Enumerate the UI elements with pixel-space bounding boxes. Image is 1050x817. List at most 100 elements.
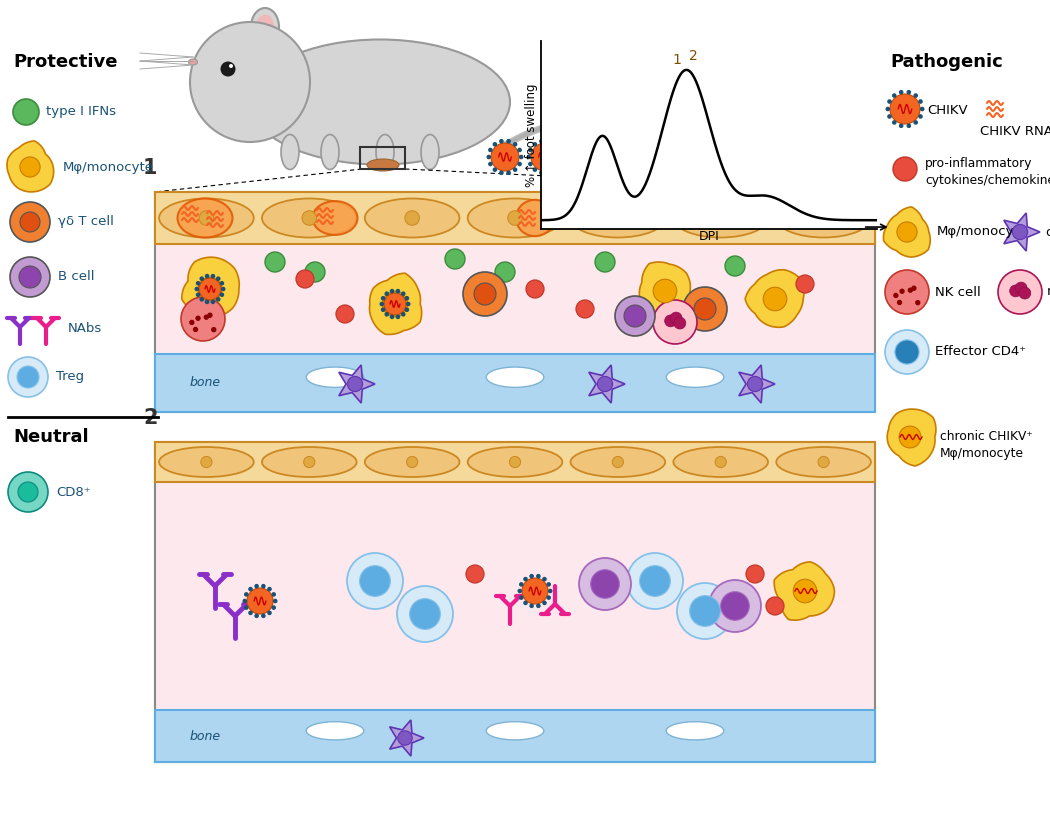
- Circle shape: [900, 289, 904, 293]
- Ellipse shape: [486, 721, 544, 740]
- Circle shape: [529, 149, 532, 152]
- Text: NAbs: NAbs: [68, 323, 102, 336]
- Circle shape: [576, 300, 594, 318]
- Ellipse shape: [261, 199, 357, 238]
- Ellipse shape: [776, 199, 870, 238]
- Y-axis label: % ↑ foot swelling: % ↑ foot swelling: [525, 83, 538, 186]
- Circle shape: [200, 278, 220, 300]
- Circle shape: [537, 574, 540, 578]
- Circle shape: [396, 289, 400, 292]
- Circle shape: [520, 596, 523, 599]
- Ellipse shape: [570, 199, 665, 238]
- Circle shape: [304, 262, 326, 282]
- Text: B cell: B cell: [58, 270, 94, 283]
- Polygon shape: [370, 273, 422, 334]
- Circle shape: [900, 91, 903, 94]
- Ellipse shape: [251, 8, 279, 46]
- Circle shape: [888, 115, 891, 118]
- Circle shape: [489, 163, 492, 166]
- Text: 2: 2: [143, 408, 158, 428]
- Circle shape: [396, 315, 400, 319]
- Circle shape: [612, 457, 624, 467]
- Text: γδ T cell: γδ T cell: [58, 216, 113, 229]
- Circle shape: [540, 172, 543, 174]
- Circle shape: [520, 155, 523, 158]
- Circle shape: [201, 297, 204, 301]
- Circle shape: [624, 305, 646, 327]
- Circle shape: [763, 288, 786, 310]
- Text: Protective: Protective: [13, 53, 118, 71]
- Circle shape: [560, 155, 563, 158]
- Circle shape: [220, 293, 224, 297]
- Circle shape: [195, 288, 198, 291]
- Text: 2: 2: [690, 49, 698, 63]
- Text: bone: bone: [190, 730, 222, 743]
- X-axis label: DPI: DPI: [698, 230, 719, 243]
- Ellipse shape: [177, 199, 232, 238]
- Circle shape: [1010, 285, 1022, 297]
- Polygon shape: [746, 270, 804, 328]
- Circle shape: [894, 293, 898, 297]
- Circle shape: [491, 143, 519, 171]
- Circle shape: [665, 315, 676, 327]
- Bar: [155, 710, 875, 762]
- Circle shape: [724, 256, 746, 276]
- Text: Pathogenic: Pathogenic: [890, 53, 1003, 71]
- Circle shape: [200, 211, 214, 225]
- Circle shape: [682, 287, 727, 331]
- Circle shape: [10, 202, 50, 242]
- Circle shape: [245, 593, 248, 596]
- Ellipse shape: [364, 447, 460, 477]
- Circle shape: [513, 168, 517, 172]
- Text: Treg: Treg: [56, 370, 84, 383]
- Circle shape: [405, 211, 419, 225]
- Circle shape: [18, 482, 38, 502]
- Circle shape: [211, 275, 214, 278]
- Text: bone: bone: [190, 377, 222, 390]
- Circle shape: [8, 357, 48, 397]
- Circle shape: [495, 262, 514, 282]
- Circle shape: [487, 155, 490, 158]
- Circle shape: [540, 140, 543, 143]
- Circle shape: [746, 565, 764, 583]
- Circle shape: [391, 289, 394, 292]
- Circle shape: [272, 606, 275, 609]
- Bar: [155, 192, 875, 412]
- Circle shape: [892, 121, 896, 124]
- Ellipse shape: [486, 367, 544, 387]
- Circle shape: [208, 313, 212, 317]
- Text: pro-inflammatory
cytokines/chemokines: pro-inflammatory cytokines/chemokines: [925, 157, 1050, 187]
- Bar: [360, 147, 405, 169]
- Circle shape: [558, 163, 561, 166]
- Circle shape: [211, 301, 214, 303]
- Circle shape: [615, 296, 655, 336]
- Circle shape: [892, 157, 917, 181]
- Circle shape: [597, 377, 612, 391]
- Ellipse shape: [307, 367, 363, 387]
- Circle shape: [302, 211, 316, 225]
- Circle shape: [818, 457, 830, 467]
- Circle shape: [921, 107, 924, 110]
- Circle shape: [406, 302, 410, 306]
- Circle shape: [529, 163, 532, 166]
- Circle shape: [190, 320, 194, 324]
- Circle shape: [547, 172, 550, 174]
- Text: NK cell: NK cell: [934, 285, 981, 298]
- Circle shape: [397, 586, 453, 642]
- Text: neutrophil: neutrophil: [1047, 285, 1050, 298]
- Circle shape: [247, 588, 273, 614]
- Circle shape: [907, 91, 910, 94]
- Circle shape: [677, 583, 733, 639]
- Text: 1: 1: [143, 158, 158, 178]
- Ellipse shape: [256, 15, 274, 39]
- Circle shape: [715, 457, 727, 467]
- Circle shape: [916, 301, 920, 305]
- Circle shape: [527, 155, 530, 158]
- Ellipse shape: [250, 39, 510, 164]
- Text: CHIKV RNA: CHIKV RNA: [980, 125, 1050, 138]
- Circle shape: [519, 589, 522, 592]
- Text: Effector CD4⁺: Effector CD4⁺: [934, 346, 1026, 359]
- Bar: [155, 710, 875, 762]
- Circle shape: [653, 300, 697, 344]
- Ellipse shape: [376, 135, 394, 169]
